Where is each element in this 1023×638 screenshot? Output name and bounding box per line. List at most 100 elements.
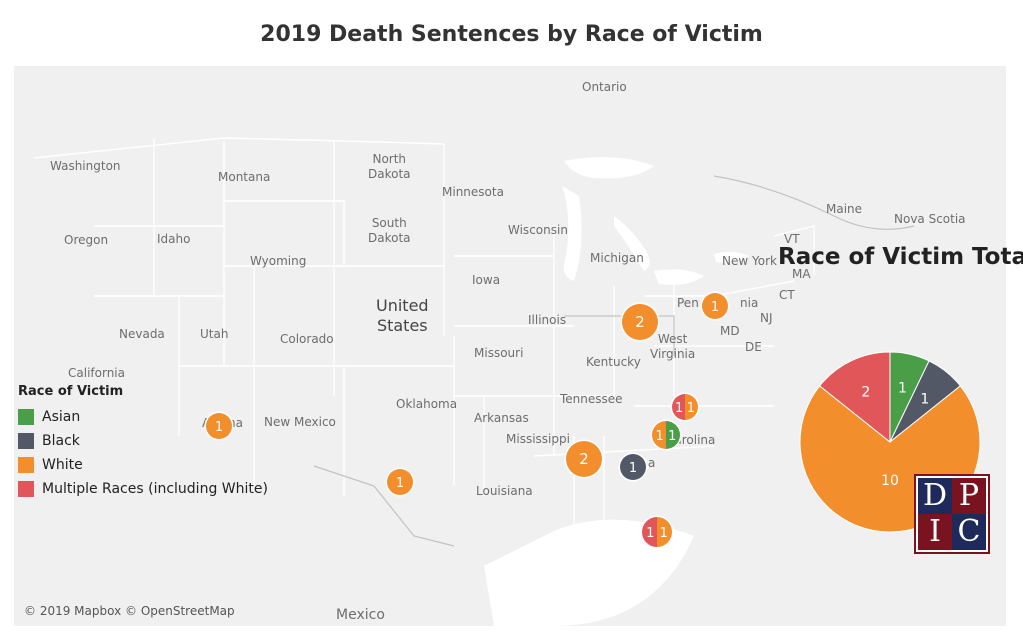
legend-swatch-asian [18, 409, 34, 425]
pie-slice-multiple[interactable] [818, 351, 891, 444]
label-mississippi: Mississippi [506, 432, 570, 446]
legend-label-white: White [42, 457, 83, 473]
pie-label-multiple: 2 [861, 385, 870, 401]
label-penn: Pen [677, 296, 699, 310]
map-copyright: © 2019 Mapbox © OpenStreetMap [24, 604, 235, 618]
marker-value: 2 [579, 450, 589, 468]
label-nova-scotia: Nova Scotia [894, 212, 966, 226]
marker-segment-value: 1 [687, 401, 695, 416]
legend-item-white[interactable]: White [18, 453, 268, 477]
label-california: California [68, 366, 125, 380]
label-new-york: New York [722, 254, 777, 268]
label-nia: nia [740, 296, 759, 310]
legend-swatch-black [18, 433, 34, 449]
label-iowa: Iowa [472, 273, 501, 287]
label-mexico: Mexico [336, 607, 385, 623]
label-michigan: Michigan [590, 251, 644, 265]
legend: Race of Victim Asian Black White Multipl… [18, 384, 268, 501]
label-maine: Maine [826, 202, 863, 216]
logo-letter-c: C [952, 514, 986, 550]
label-minnesota: Minnesota [442, 185, 504, 199]
pie-label-asian: 1 [898, 381, 907, 397]
label-nj: NJ [760, 311, 773, 325]
marker-value: 2 [635, 313, 645, 331]
label-north-dakota: North Dakota [368, 152, 411, 181]
marker-fill [206, 413, 232, 439]
marker-fill [387, 469, 413, 495]
marker-segment [666, 421, 680, 449]
marker-segment [672, 394, 685, 420]
map-marker-arizona[interactable]: 1 [204, 411, 234, 441]
logo-letter-i: I [918, 514, 952, 550]
label-md: MD [720, 324, 740, 338]
label-idaho: Idaho [157, 232, 191, 246]
region-border [564, 315, 675, 356]
marker-fill [620, 454, 646, 480]
label-wyoming: Wyoming [250, 254, 307, 268]
map-marker-georgia[interactable]: 1 [618, 452, 648, 482]
label-ma: MA [792, 267, 811, 281]
basemap [33, 137, 915, 626]
label-tennessee: Tennessee [560, 392, 623, 406]
lake-huron-shape [614, 216, 650, 271]
pie-label-black: 1 [920, 391, 929, 407]
logo-letter-d: D [918, 478, 952, 514]
label-nevada: Nevada [119, 327, 165, 341]
legend-swatch-white [18, 457, 34, 473]
marker-value: 1 [711, 300, 719, 315]
marker-segment-value: 1 [675, 401, 683, 416]
label-utah: Utah [200, 327, 229, 341]
label-arkansas: Arkansas [474, 411, 529, 425]
label-de: DE [745, 340, 762, 354]
label-missouri: Missouri [474, 346, 524, 360]
marker-fill [702, 293, 728, 319]
marker-segment-value: 1 [660, 526, 668, 541]
legend-label-black: Black [42, 433, 80, 449]
label-montana: Montana [218, 170, 271, 184]
mexico-border [313, 465, 455, 547]
chart-title: 2019 Death Sentences by Race of Victim [260, 22, 763, 47]
label-oregon: Oregon [64, 233, 109, 247]
map-marker-alabama[interactable]: 2 [564, 439, 604, 479]
marker-segment [657, 517, 672, 547]
gulf-shape [484, 519, 694, 626]
label-georgia-a: a [648, 456, 656, 470]
label-colorado: Colorado [280, 332, 334, 346]
marker-fill [622, 304, 658, 340]
legend-item-multiple[interactable]: Multiple Races (including White) [18, 477, 268, 501]
label-vt: VT [784, 232, 800, 246]
legend-item-asian[interactable]: Asian [18, 405, 268, 429]
marker-value: 1 [215, 420, 223, 435]
legend-label-multiple: Multiple Races (including White) [42, 481, 268, 497]
legend-label-asian: Asian [42, 409, 81, 425]
marker-segment-value: 1 [646, 526, 654, 541]
map-marker-texas[interactable]: 1 [385, 467, 415, 497]
label-illinois: Illinois [528, 313, 567, 327]
logo-letter-p: P [952, 478, 986, 514]
marker-value: 1 [396, 476, 404, 491]
lake-ontario-shape [714, 251, 749, 263]
marker-value: 1 [629, 461, 637, 476]
legend-title: Race of Victim [18, 384, 124, 399]
map-area[interactable]: Ontario Washington Montana North Dakota … [14, 66, 1006, 626]
marker-segment [685, 394, 698, 420]
pie-title: Race of Victim Total [778, 244, 1023, 270]
label-washington: Washington [50, 159, 121, 173]
lake-erie-shape [654, 269, 704, 285]
label-ontario: Ontario [582, 80, 627, 94]
marker-segment-value: 1 [668, 429, 676, 444]
lake-michigan-shape [562, 186, 582, 281]
label-kentucky: Kentucky [586, 355, 641, 369]
label-new-mexico: New Mexico [264, 415, 336, 429]
canada-border [713, 175, 915, 230]
lake-superior-shape [564, 157, 654, 179]
map-marker-ohio[interactable]: 2 [620, 302, 660, 342]
legend-item-black[interactable]: Black [18, 429, 268, 453]
label-south-dakota: South Dakota [368, 216, 411, 245]
map-marker-pennsylvania[interactable]: 1 [700, 291, 730, 321]
pie-label-white: 10 [881, 473, 899, 489]
